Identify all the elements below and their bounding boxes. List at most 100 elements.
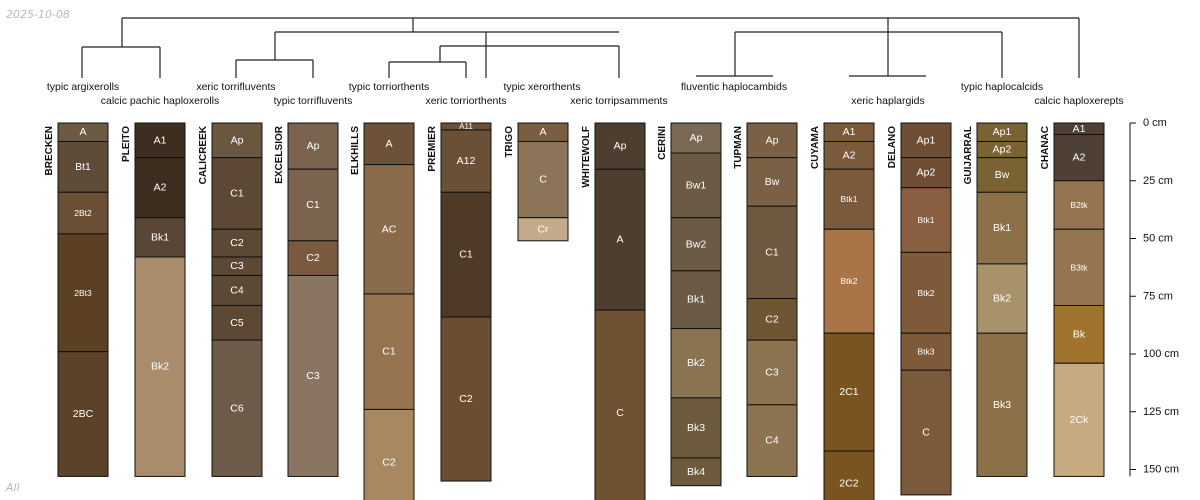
horizon-c3 (287, 274, 339, 477)
horizon-label: Ap (766, 134, 779, 146)
taxon-label-haplocambids: fluventic haplocambids (681, 81, 787, 93)
horizon-label: Btk3 (917, 347, 934, 357)
horizon-bk3 (670, 397, 722, 459)
profile-delano: DELANO Ap1 Ap2 Btk1 Btk2 Btk3 C (887, 122, 952, 496)
profile-brecken: BRECKEN A Bt1 2Bt2 2Bt3 2BC (44, 122, 109, 477)
horizon-label: B3tk (1070, 262, 1088, 272)
horizon-label: 2C1 (839, 386, 858, 398)
horizon-bw (976, 157, 1028, 193)
taxon-label-torriorthents-t: typic torriorthents (349, 81, 430, 93)
taxon-label-argixerolls: typic argixerolls (47, 81, 119, 93)
profile-premier: PREMIER A11 A12 C1 C2 (427, 122, 492, 482)
horizon-label: A (79, 126, 86, 138)
horizon-bk1 (670, 270, 722, 330)
horizon-label: C2 (230, 237, 244, 249)
horizon-label: C1 (459, 249, 473, 261)
horizon-label: A11 (459, 122, 473, 131)
horizon-c2 (287, 240, 339, 276)
depth-axis: 0 cm 25 cm 50 cm 75 cm 100 cm 125 cm 150 cm (1129, 117, 1179, 477)
taxon-label-torriorthents-x: xeric torriorthents (425, 95, 506, 107)
horizon-label: Cr (537, 223, 549, 235)
horizon-bk2 (670, 328, 722, 399)
horizon-label: Bw2 (686, 238, 707, 250)
horizon-label: Ap2 (917, 167, 936, 179)
horizon-label: Bk4 (687, 466, 705, 478)
horizon-label: A2 (154, 182, 167, 194)
horizon-label: C (616, 407, 624, 419)
horizon-c2 (211, 228, 263, 258)
horizon-btk2 (823, 228, 875, 334)
horizon-bk3 (976, 332, 1028, 477)
depth-tick-label: 25 cm (1143, 175, 1173, 187)
profile-name: PLEITO (121, 126, 132, 162)
depth-tick-label: 100 cm (1143, 348, 1179, 360)
horizon-ap2 (900, 157, 952, 189)
horizon-c (517, 140, 569, 219)
horizon-label: B2tk (1070, 200, 1088, 210)
horizon-btk1 (900, 187, 952, 253)
horizon-a12 (440, 129, 492, 193)
taxon-label-torripsamments: xeric torripsamments (570, 95, 667, 107)
horizon-ap (670, 122, 722, 154)
horizon-a1 (134, 122, 186, 159)
horizon-c1 (363, 293, 415, 410)
profile-cuyama: CUYAMA A1 A2 Btk1 Btk2 2C1 2C2 (810, 122, 875, 500)
profile-calicreek: CALICREEK Ap C1 C2 C3 C4 C5 C6 (198, 122, 263, 477)
horizon-label: 2Ck (1070, 414, 1089, 426)
horizon-label: A (539, 126, 546, 138)
horizon-label: Bk (1073, 328, 1086, 340)
horizon-label: C2 (765, 313, 779, 325)
profile-pleito: PLEITO A1 A2 Bk1 Bk2 (121, 122, 186, 477)
horizon-a (363, 122, 415, 166)
depth-tick-label: 125 cm (1143, 406, 1179, 418)
depth-tick-label: 150 cm (1143, 464, 1179, 476)
dendrogram (81, 17, 1080, 78)
horizon-bw1 (670, 152, 722, 219)
horizon-label: C6 (230, 402, 244, 414)
horizon-label: 2Bt3 (74, 288, 92, 298)
horizon-label: C4 (765, 435, 779, 447)
horizon-label: 2Bt2 (74, 208, 92, 218)
horizon-bk1 (976, 191, 1028, 265)
profile-name: TUPMAN (733, 126, 744, 169)
horizon-2bc (57, 351, 109, 477)
profile-name: CALICREEK (198, 125, 209, 184)
profile-name: WHITEWOLF (581, 126, 592, 188)
date-stamp: 2025-10-08 (6, 8, 70, 21)
horizon-label: A (616, 234, 623, 246)
horizon-label: Ap (614, 140, 627, 152)
horizon-c5 (211, 304, 263, 341)
horizon-bk2 (134, 256, 186, 477)
horizon-label: Bt1 (75, 161, 91, 173)
horizon-btk3 (900, 332, 952, 371)
horizon-cr (517, 217, 569, 242)
profile-tupman: TUPMAN Ap Bw C1 C2 C3 C4 (733, 122, 798, 477)
horizon-label: Bk1 (687, 294, 705, 306)
horizon-c1 (287, 168, 339, 242)
horizon-c6 (211, 339, 263, 477)
taxon-label-haploxerepts: calcic haploxerepts (1034, 95, 1123, 107)
horizon-a2 (134, 157, 186, 219)
profile-trigo: TRIGO A C Cr (504, 122, 569, 242)
profile-name: BRECKEN (44, 126, 55, 175)
horizon-c (594, 309, 646, 500)
horizon-label: C3 (765, 366, 779, 378)
horizon-c4 (211, 274, 263, 306)
horizon-label: AC (382, 223, 397, 235)
profile-name: EXCELSIOR (274, 125, 285, 184)
horizon-label: Bk1 (151, 231, 169, 243)
horizon-label: 2BC (73, 408, 94, 420)
profile-name: ELKHILLS (350, 126, 361, 175)
taxon-label-haplocalcids: typic haplocalcids (961, 81, 1043, 93)
footer-tag: All (6, 481, 20, 494)
horizon-label: Btk2 (917, 288, 934, 298)
horizon-label: C (922, 427, 930, 439)
horizon-bk (1053, 304, 1105, 364)
profile-name: TRIGO (504, 126, 515, 158)
horizon-2bt2 (57, 191, 109, 235)
horizon-2c1 (823, 332, 875, 452)
horizon-btk1 (823, 168, 875, 230)
horizon-label: C1 (230, 187, 244, 199)
horizon-label: C1 (306, 199, 320, 211)
